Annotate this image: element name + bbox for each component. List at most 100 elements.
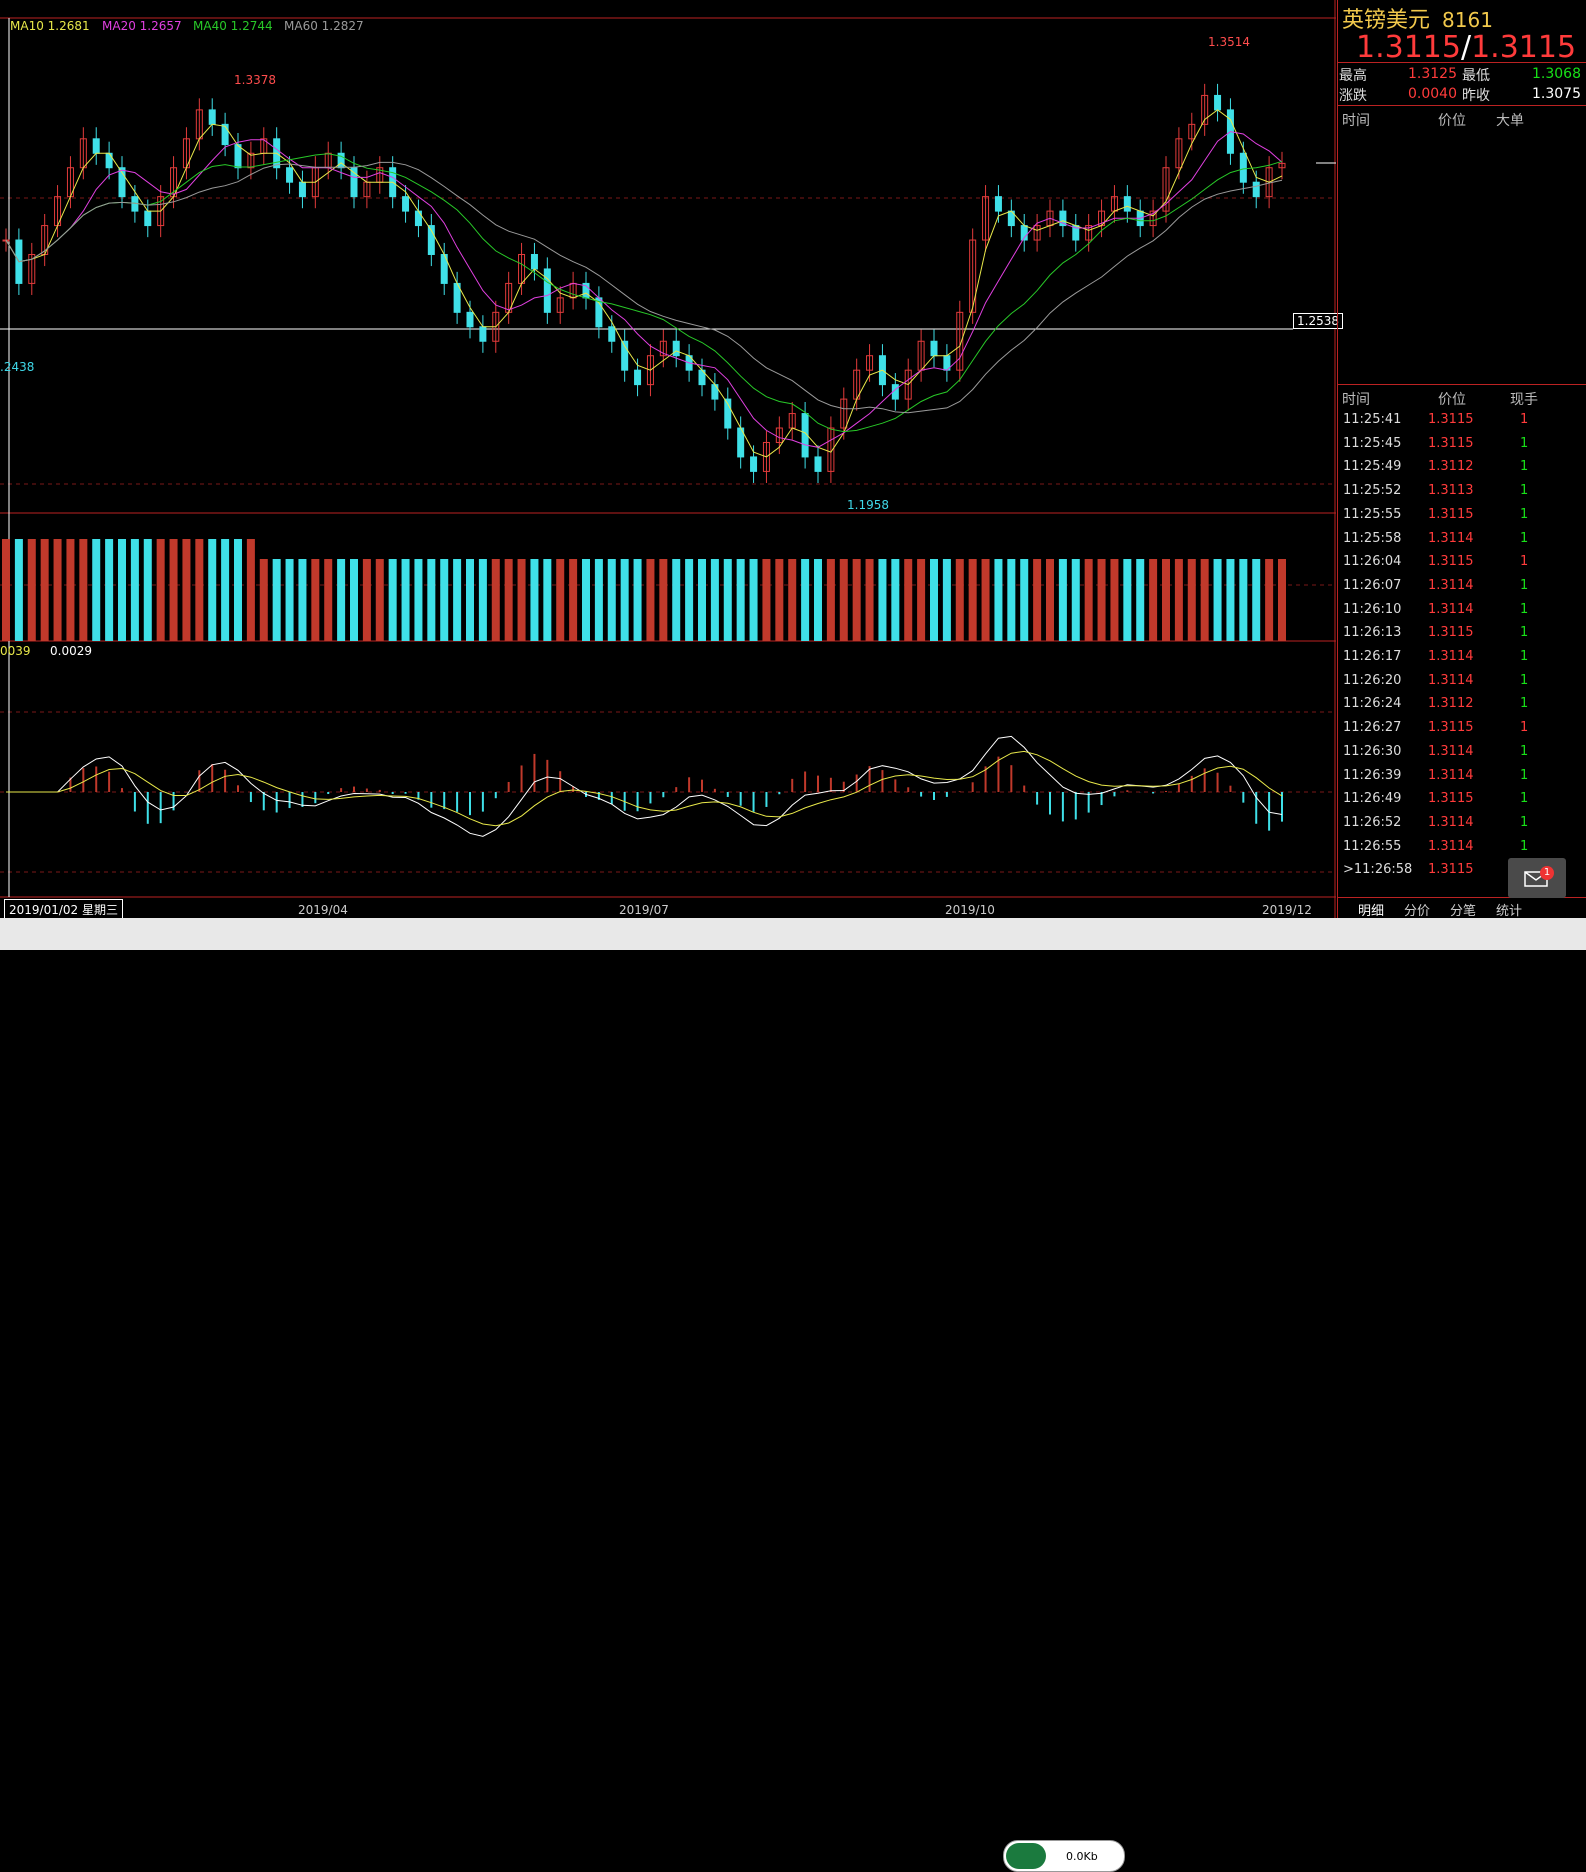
- candle-body: [969, 239, 977, 313]
- kline-svg[interactable]: [0, 0, 1336, 918]
- volume-bar: [130, 539, 139, 641]
- candle-body: [92, 138, 100, 154]
- volume-bar: [53, 539, 62, 641]
- tick-price: 1.3115: [1428, 625, 1474, 641]
- candle-body: [337, 152, 345, 169]
- tick-row: 11:26:04 1.3115 1: [1338, 550, 1586, 574]
- volume-bar: [968, 559, 977, 641]
- candle-body: [646, 355, 654, 386]
- volume-bar: [1007, 559, 1016, 641]
- volume-bar: [1239, 559, 1248, 641]
- volume-bar: [594, 559, 603, 641]
- volume-bar: [259, 559, 268, 641]
- macd-dea-label: 0.0029: [50, 644, 92, 658]
- candle-body: [402, 196, 410, 212]
- volume-bar: [1136, 559, 1145, 641]
- low-label: 1.1958: [847, 498, 889, 512]
- prev-close-title: 昨收: [1462, 88, 1490, 104]
- candle-body: [608, 326, 616, 342]
- ma10-legend: MA10 1.2681: [10, 19, 90, 33]
- candle-body: [659, 340, 667, 357]
- volume-bar: [723, 559, 732, 641]
- bid-price: 1.3115: [1356, 30, 1461, 65]
- tick-time: 11:25:45: [1343, 435, 1402, 451]
- high-label: 1.3514: [1208, 35, 1250, 49]
- candle-body: [827, 427, 835, 472]
- tick-time: 11:26:17: [1343, 649, 1402, 664]
- tab-trades[interactable]: 分笔: [1450, 904, 1477, 919]
- tab-price[interactable]: 分价: [1404, 904, 1431, 919]
- volume-bar: [878, 559, 887, 641]
- volume-bar: [453, 559, 462, 641]
- candle-body: [1252, 181, 1260, 198]
- tick-volume: 1: [1520, 720, 1529, 736]
- tick-row: 11:26:10 1.3114 1: [1338, 598, 1586, 622]
- tick-price: 1.3112: [1428, 696, 1474, 712]
- candle-body: [479, 326, 487, 342]
- instrument-code: 8161: [1442, 8, 1493, 32]
- candle-body: [724, 398, 732, 429]
- candle-body: [711, 384, 719, 400]
- volume-bar: [478, 559, 487, 641]
- candle-body: [530, 253, 538, 270]
- tick-price: 1.3115: [1428, 506, 1474, 522]
- volume-bar: [27, 539, 36, 641]
- volume-bar: [401, 559, 410, 641]
- tick-time: 11:26:39: [1343, 767, 1402, 783]
- candle-body: [1175, 138, 1183, 169]
- message-button[interactable]: [1508, 858, 1566, 898]
- candle-body: [814, 456, 822, 472]
- forum-link[interactable]: 论坛提问: [1510, 1845, 1559, 1859]
- volume-bar: [79, 539, 88, 641]
- tick-time: 11:26:49: [1343, 791, 1402, 807]
- volume-bar: [504, 559, 513, 641]
- big-order-col-time: 时间: [1342, 113, 1370, 129]
- volume-bar: [311, 559, 320, 641]
- volume-bar: [337, 559, 346, 641]
- tick-volume: 1: [1520, 554, 1529, 570]
- volume-bar: [891, 559, 900, 641]
- volume-bar: [1200, 559, 1209, 641]
- candle-body: [118, 167, 126, 198]
- tick-volume: 1: [1520, 791, 1529, 807]
- volume-bar: [685, 559, 694, 641]
- volume-bar: [788, 559, 797, 641]
- tick-volume: 1: [1520, 483, 1529, 499]
- tick-volume: 1: [1520, 814, 1529, 830]
- tick-volume: 1: [1520, 625, 1529, 641]
- tick-row: 11:26:17 1.3114 1: [1338, 645, 1586, 669]
- tick-volume: 1: [1520, 767, 1529, 783]
- tick-price: 1.3115: [1428, 435, 1474, 451]
- tick-price: 1.3114: [1428, 577, 1474, 593]
- tick-row: 11:25:52 1.3113 1: [1338, 479, 1586, 503]
- candle-body: [982, 196, 990, 241]
- candle-body: [28, 253, 36, 284]
- tick-time: 11:26:07: [1343, 577, 1402, 593]
- volume-bar: [466, 559, 474, 641]
- net-speed: 0.0Kb: [1066, 1850, 1098, 1863]
- tick-volume: 1: [1520, 672, 1529, 688]
- volume-bar: [491, 559, 500, 641]
- tick-time: 11:26:27: [1343, 720, 1402, 736]
- big-order-col-price: 价位: [1438, 113, 1466, 129]
- volume-bar: [143, 539, 152, 641]
- candle-body: [221, 123, 229, 146]
- tick-price: 1.3114: [1428, 672, 1474, 688]
- candle-body: [350, 167, 358, 198]
- volume-bar: [710, 559, 719, 641]
- network-status[interactable]: 0.0Kb: [1003, 1840, 1125, 1872]
- candle-body: [556, 297, 564, 313]
- kline-chart[interactable]: MA10 1.2681 MA20 1.2657 MA40 1.2744 MA60…: [0, 0, 1343, 920]
- volume-bar: [1278, 559, 1286, 641]
- tick-volume: 1: [1520, 459, 1529, 475]
- tick-row: >11:26:58 1.3115 1: [1338, 858, 1586, 882]
- volume-bar: [156, 539, 165, 641]
- x-tick-label: 2019/07: [619, 903, 669, 917]
- tab-stats[interactable]: 统计: [1496, 904, 1523, 919]
- volume-bar: [646, 559, 655, 641]
- tab-detail[interactable]: 明细: [1358, 904, 1385, 919]
- candle-body: [840, 398, 848, 429]
- candle-body: [1214, 94, 1222, 111]
- volume-bar: [1162, 559, 1170, 641]
- volume-bar: [285, 559, 294, 641]
